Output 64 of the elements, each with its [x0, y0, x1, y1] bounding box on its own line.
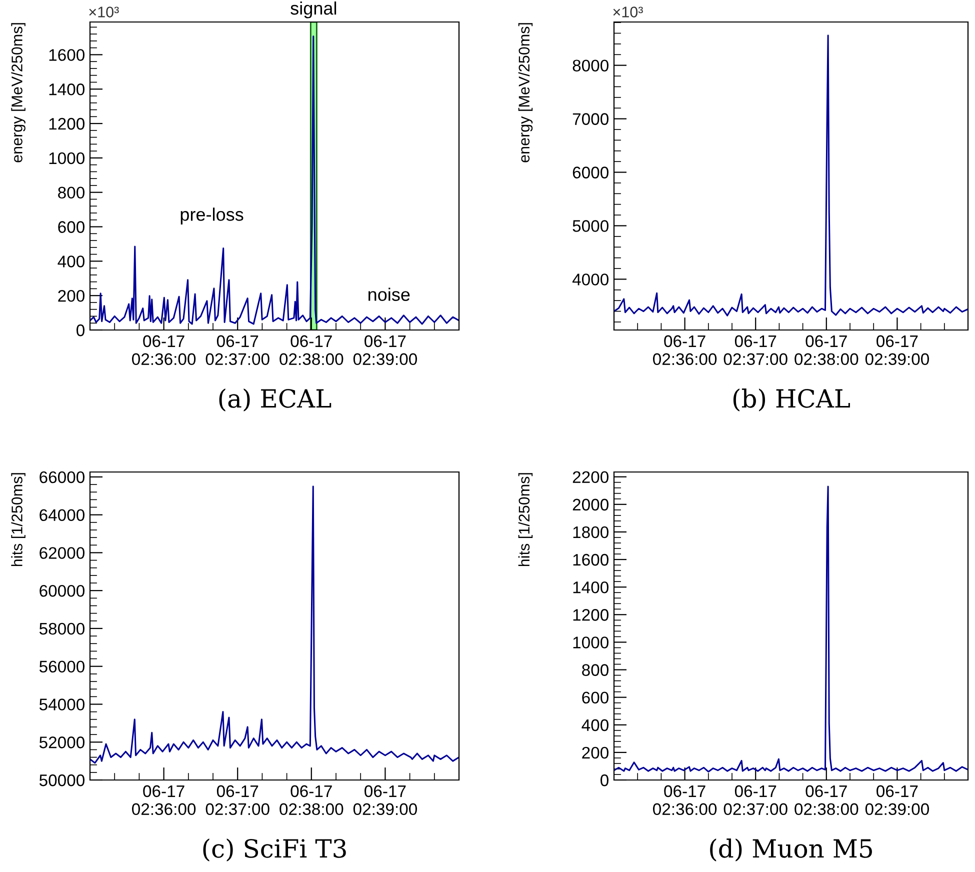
x-tick-label: 06-17 02:38:00 — [794, 785, 858, 816]
text: (a) ECAL — [219, 388, 332, 412]
y-tick-label: 64000 — [40, 509, 84, 522]
x-tick-label: 06-17 02:38:00 — [280, 785, 344, 816]
x-tick-label: 06-17 02:36:00 — [132, 785, 196, 816]
y-tick-label: 1000 — [49, 152, 84, 164]
y-tick-label: 400 — [582, 719, 608, 732]
y-tick-label: 50000 — [39, 774, 84, 786]
y-tick-label: 8000 — [572, 60, 608, 72]
y-axis-title: energy [MeV/250ms] — [11, 23, 26, 162]
x-tick-label: 06-17 02:39:00 — [865, 785, 929, 816]
y-tick-label: 52000 — [39, 736, 84, 748]
y-tick-label: 1200 — [573, 609, 608, 621]
y-tick-label: 56000 — [39, 660, 84, 673]
text: (c) SciFi T3 — [203, 838, 346, 862]
y-tick-label: 800 — [582, 664, 608, 676]
y-tick-label: 0 — [600, 774, 608, 786]
y-tick-label: 1800 — [573, 526, 608, 538]
text: ×10³ — [613, 6, 643, 18]
y-tick-label: 62000 — [40, 547, 84, 559]
y-tick-label: 800 — [58, 186, 84, 199]
text: (b) HCAL — [733, 388, 850, 412]
y-tick-label: 1400 — [49, 84, 84, 96]
y-tick-label: 1400 — [573, 581, 608, 594]
y-tick-label: 60000 — [40, 584, 84, 597]
y-tick-label: 1600 — [49, 49, 84, 61]
y-tick-label: 6000 — [572, 166, 608, 178]
x-tick-label: 06-17 02:37:00 — [206, 785, 270, 816]
y-tick-label: 1200 — [49, 118, 84, 130]
x-tick-label: 06-17 02:37:00 — [724, 785, 788, 816]
x-tick-label: 06-17 02:36:00 — [653, 335, 717, 366]
y-tick-label: 200 — [58, 290, 84, 302]
y-tick-label: 66000 — [40, 471, 84, 484]
text: (d) Muon M5 — [710, 838, 872, 862]
x-tick-label: 06-17 02:39:00 — [865, 335, 929, 366]
y-tick-label: 200 — [582, 746, 608, 759]
annotation: noise — [368, 288, 410, 301]
x-tick-label: 06-17 02:38:00 — [794, 335, 858, 366]
x-tick-label: 06-17 02:37:00 — [724, 335, 788, 366]
text: ×10³ — [89, 6, 119, 18]
y-axis-title: hits [1/250ms] — [11, 473, 26, 566]
y-tick-label: 4000 — [572, 274, 608, 286]
y-tick-label: 5000 — [572, 220, 608, 232]
x-tick-label: 06-17 02:37:00 — [206, 335, 270, 366]
y-tick-label: 600 — [582, 692, 608, 704]
x-tick-label: 06-17 02:39:00 — [353, 785, 417, 816]
y-tick-label: 0 — [76, 324, 84, 336]
y-axis-title: hits [1/250ms] — [518, 473, 533, 566]
x-tick-label: 06-17 02:36:00 — [653, 785, 717, 816]
band-label: signal — [290, 1, 336, 18]
y-tick-label: 1000 — [573, 636, 608, 648]
y-tick-label: 400 — [58, 256, 84, 268]
annotation: pre-loss — [180, 208, 244, 224]
y-tick-label: 2200 — [572, 471, 608, 484]
y-tick-label: 54000 — [39, 698, 84, 710]
y-tick-label: 2000 — [572, 498, 608, 511]
y-tick-label: 1600 — [573, 554, 608, 566]
y-tick-label: 7000 — [572, 113, 608, 125]
y-tick-label: 600 — [58, 221, 84, 233]
x-tick-label: 06-17 02:39:00 — [353, 335, 417, 366]
y-tick-label: 58000 — [39, 622, 84, 635]
x-tick-label: 06-17 02:38:00 — [280, 335, 344, 366]
x-tick-label: 06-17 02:36:00 — [132, 335, 196, 366]
y-axis-title: energy [MeV/250ms] — [518, 23, 533, 162]
